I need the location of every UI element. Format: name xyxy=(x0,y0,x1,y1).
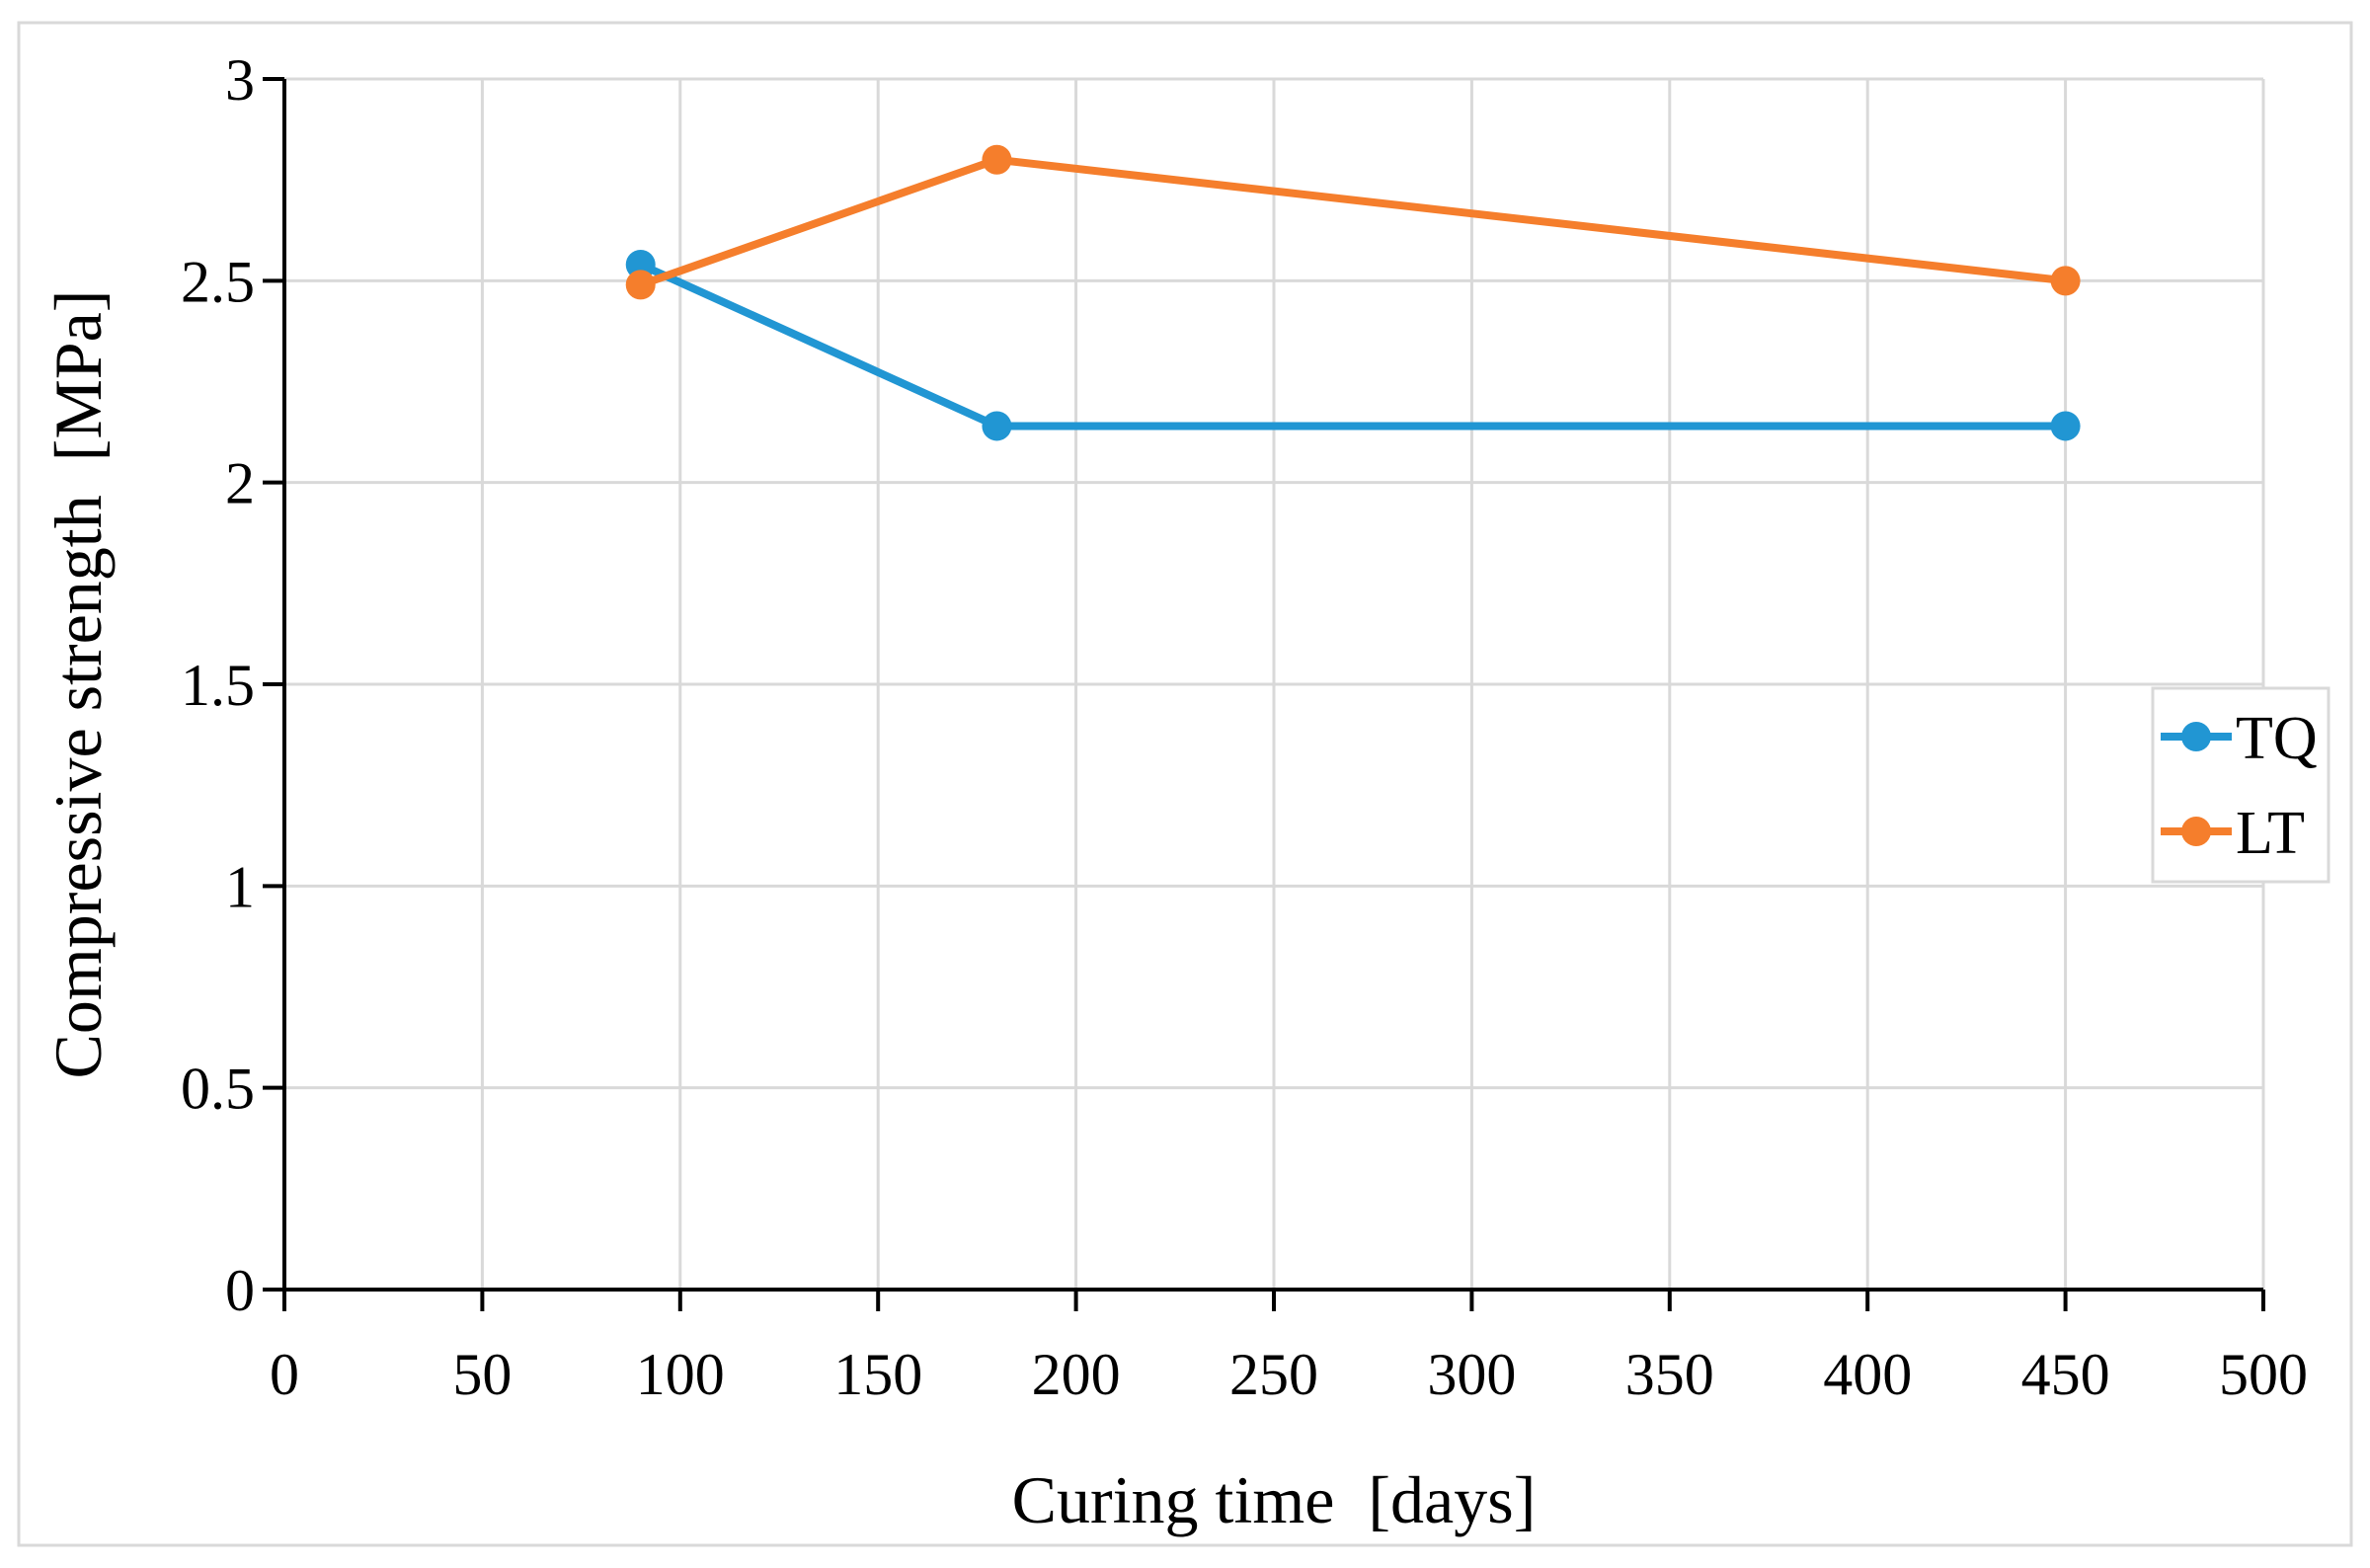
x-tick-label: 50 xyxy=(452,1342,512,1407)
y-tick-label: 0 xyxy=(225,1258,255,1323)
x-tick-label: 0 xyxy=(270,1342,299,1407)
figure-border xyxy=(17,21,2353,1547)
x-tick-label: 200 xyxy=(1032,1342,1121,1407)
y-tick-label: 1 xyxy=(225,854,255,919)
x-tick-label: 350 xyxy=(1625,1342,1714,1407)
y-tick-label: 2 xyxy=(225,451,255,516)
x-tick-label: 300 xyxy=(1427,1342,1516,1407)
x-tick-label: 100 xyxy=(636,1342,725,1407)
data-point-tq xyxy=(982,411,1012,441)
legend-marker-lt xyxy=(2181,817,2211,846)
data-point-lt xyxy=(625,270,656,300)
x-axis-title: Curing time [days] xyxy=(1012,1462,1537,1537)
legend-box xyxy=(2151,686,2330,884)
y-tick-label: 1.5 xyxy=(181,653,255,718)
x-tick-label: 500 xyxy=(2219,1342,2308,1407)
x-tick-label: 400 xyxy=(1823,1342,1912,1407)
y-tick-label: 0.5 xyxy=(181,1057,255,1122)
y-tick-label: 3 xyxy=(225,47,255,113)
legend-label-tq: TQ xyxy=(2236,705,2318,772)
legend-label-lt: LT xyxy=(2236,800,2305,867)
x-tick-label: 450 xyxy=(2021,1342,2110,1407)
y-tick-label: 2.5 xyxy=(181,249,255,314)
data-point-tq xyxy=(2050,411,2081,441)
data-point-lt xyxy=(982,144,1012,175)
x-tick-label: 150 xyxy=(833,1342,922,1407)
y-axis-title: Compressive strength [MPa] xyxy=(40,290,116,1079)
x-tick-label: 250 xyxy=(1229,1342,1318,1407)
data-point-lt xyxy=(2050,266,2081,296)
legend-marker-tq xyxy=(2181,722,2211,751)
